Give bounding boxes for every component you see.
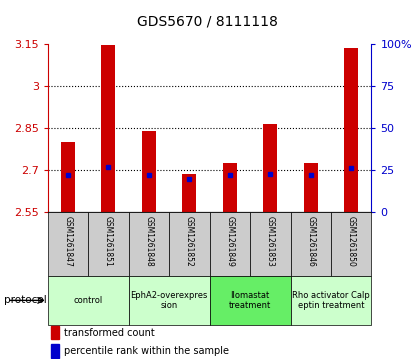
Bar	[169, 212, 210, 276]
Bar	[223, 163, 237, 212]
Text: GSM1261846: GSM1261846	[306, 216, 315, 266]
Text: protocol: protocol	[4, 295, 47, 305]
Text: GSM1261850: GSM1261850	[347, 216, 356, 266]
Bar	[290, 212, 331, 276]
Bar	[210, 212, 250, 276]
Bar	[129, 212, 169, 276]
Text: Ilomastat
treatment: Ilomastat treatment	[229, 291, 271, 310]
Bar	[210, 276, 290, 325]
Text: GSM1261847: GSM1261847	[63, 216, 73, 266]
Text: GSM1261849: GSM1261849	[225, 216, 234, 266]
Text: GSM1261851: GSM1261851	[104, 216, 113, 266]
Text: percentile rank within the sample: percentile rank within the sample	[64, 346, 229, 356]
Text: GSM1261848: GSM1261848	[144, 216, 154, 266]
Bar	[48, 212, 88, 276]
Bar	[61, 142, 75, 212]
Bar	[331, 212, 371, 276]
Bar	[48, 276, 129, 325]
Text: EphA2-overexpres
sion: EphA2-overexpres sion	[130, 291, 208, 310]
Text: control: control	[73, 296, 103, 305]
Bar	[88, 212, 129, 276]
Bar	[290, 276, 371, 325]
Text: GSM1261852: GSM1261852	[185, 216, 194, 266]
Bar	[129, 276, 210, 325]
Bar	[263, 124, 277, 212]
Text: GDS5670 / 8111118: GDS5670 / 8111118	[137, 15, 278, 29]
Bar	[344, 48, 358, 212]
Bar	[142, 131, 156, 212]
Bar	[51, 326, 59, 339]
Text: Rho activator Calp
eptin treatment: Rho activator Calp eptin treatment	[292, 291, 370, 310]
Bar	[101, 45, 115, 212]
Bar	[182, 174, 196, 212]
Text: transformed count: transformed count	[64, 327, 155, 338]
Bar	[51, 344, 59, 358]
Bar	[250, 212, 290, 276]
Bar	[304, 163, 318, 212]
Text: GSM1261853: GSM1261853	[266, 216, 275, 266]
